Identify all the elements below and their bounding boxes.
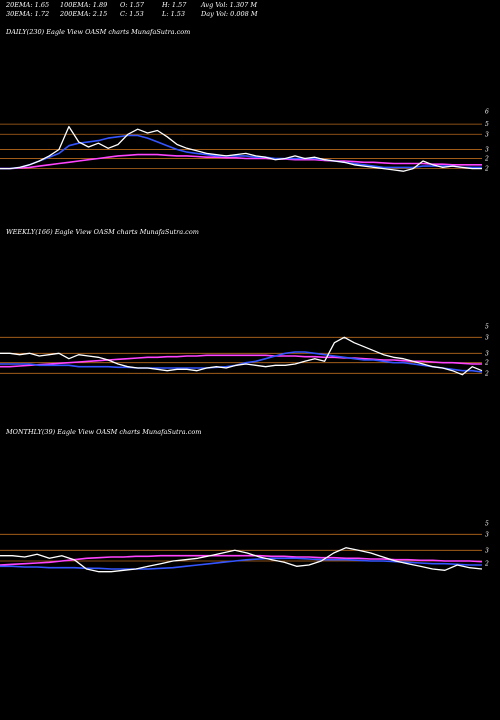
header-ema100: 100EMA: 1.89 [60,1,108,9]
ema-long-line [0,153,482,170]
y-tick-label: 5 [485,521,489,528]
header-avg-vol: Avg Vol: 1.307 M [201,1,258,9]
header-ema30: 30EMA: 1.72 [6,10,50,18]
header-high: H: 1.57 [162,1,187,9]
y-tick-label: 3 [485,334,489,341]
y-tick-label: 2 [484,155,489,162]
y-tick-label: 3 [485,147,489,154]
y-tick-label: 3 [485,350,489,357]
header-low: L: 1.53 [162,10,186,18]
y-tick-label: 5 [485,324,489,331]
y-tick-label: 5 [485,121,489,128]
price-line [0,547,483,573]
header-day-vol: Day Vol: 0.008 M [201,10,258,18]
price-line [0,336,483,376]
y-tick-label: 2 [484,360,489,367]
y-tick-label: 3 [485,547,489,554]
ema-long-line [0,554,483,566]
y-tick-label: 2 [484,370,489,377]
y-tick-label: 2 [484,561,489,568]
header-close: C: 1.53 [120,10,144,18]
monthly-chart-title: MONTHLY(39) Eagle View OASM charts Munaf… [6,428,202,436]
y-tick-label: 3 [485,131,489,138]
weekly-chart: 5 3 3 2 2 [0,324,489,377]
header-ema200: 200EMA: 2.15 [60,10,108,18]
header-open: O: 1.57 [120,1,145,9]
daily-chart-title: DAILY(230) Eagle View OASM charts Munafa… [6,28,191,36]
y-tick-label: 2 [484,166,489,173]
price-line [0,125,482,172]
y-tick-label: 3 [485,531,489,538]
weekly-chart-title: WEEKLY(166) Eagle View OASM charts Munaf… [6,228,199,236]
y-tick-label: 6 [485,108,489,115]
header-ema20: 20EMA: 1.65 [6,1,50,9]
monthly-chart: 5 3 3 2 [0,521,489,573]
ema-long-line [0,354,482,368]
